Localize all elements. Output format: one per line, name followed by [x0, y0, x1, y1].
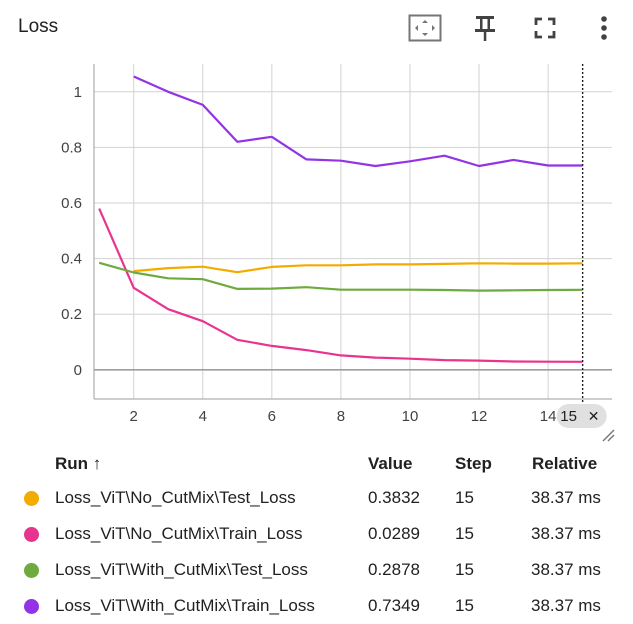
run-color-dot: [24, 563, 39, 578]
y-tick-label: 0.6: [61, 195, 82, 212]
run-name: Loss_ViT\No_CutMix\Train_Loss: [55, 524, 303, 543]
table-row[interactable]: Loss_ViT\With_CutMix\Train_Loss 0.7349 1…: [0, 588, 633, 624]
header-run[interactable]: Run ↑: [55, 454, 102, 473]
header-relative[interactable]: Relative: [532, 454, 598, 473]
more-options-button[interactable]: [586, 10, 622, 46]
resize-handle-icon[interactable]: [601, 428, 615, 442]
x-tick-label: 8: [337, 408, 345, 425]
series-line: [98, 261, 583, 292]
run-value: 0.0289: [368, 524, 420, 543]
y-tick-label: 1: [74, 84, 82, 101]
run-step: 15: [455, 524, 474, 543]
fullscreen-icon: [534, 17, 556, 39]
run-color-dot: [24, 527, 39, 542]
x-tick-label: 14: [540, 408, 557, 425]
run-relative: 38.37 ms: [531, 488, 601, 507]
y-tick-label: 0.2: [61, 306, 82, 323]
x-tick-label: 4: [199, 408, 207, 425]
run-value: 0.3832: [368, 488, 420, 507]
run-name: Loss_ViT\With_CutMix\Test_Loss: [55, 560, 308, 579]
run-step: 15: [455, 560, 474, 579]
x-tick-label: 10: [402, 408, 419, 425]
y-tick-label: 0: [74, 362, 82, 379]
panel-title: Loss: [18, 16, 59, 37]
run-relative: 38.37 ms: [531, 560, 601, 579]
hover-step-chip: [556, 404, 607, 428]
fit-domain-icon: [408, 14, 442, 42]
y-tick-label: 0.8: [61, 139, 82, 156]
y-tick-label: 0.4: [61, 251, 82, 268]
x-tick-label: 6: [268, 408, 276, 425]
run-name: Loss_ViT\With_CutMix\Train_Loss: [55, 596, 315, 615]
series-line: [98, 208, 583, 363]
table-row[interactable]: Loss_ViT\No_CutMix\Train_Loss 0.0289 15 …: [0, 516, 633, 552]
run-value: 0.2878: [368, 560, 420, 579]
hover-step-label: 15: [560, 408, 577, 425]
fullscreen-button[interactable]: [527, 10, 563, 46]
run-step: 15: [455, 488, 474, 507]
header-value[interactable]: Value: [368, 454, 413, 473]
x-tick-label: 2: [130, 408, 138, 425]
pin-button[interactable]: [467, 10, 503, 46]
close-icon[interactable]: ✕: [588, 409, 600, 425]
fit-domain-button[interactable]: [407, 10, 443, 46]
run-relative: 38.37 ms: [531, 596, 601, 615]
run-color-dot: [24, 599, 39, 614]
run-step: 15: [455, 596, 474, 615]
table-row[interactable]: Loss_ViT\With_CutMix\Test_Loss 0.2878 15…: [0, 552, 633, 588]
run-name: Loss_ViT\No_CutMix\Test_Loss: [55, 488, 296, 507]
loss-chart[interactable]: 00.20.40.60.812 4 6 8 10 12 14 15 ✕: [0, 56, 633, 436]
pin-icon: [475, 16, 495, 41]
header-step[interactable]: Step: [455, 454, 492, 473]
series-line: [133, 262, 583, 274]
series-line: [133, 75, 583, 168]
table-row[interactable]: Loss_ViT\No_CutMix\Test_Loss 0.3832 15 3…: [0, 480, 633, 516]
run-value: 0.7349: [368, 596, 420, 615]
more-vert-icon: [601, 16, 607, 40]
run-relative: 38.37 ms: [531, 524, 601, 543]
run-color-dot: [24, 491, 39, 506]
x-tick-label: 12: [471, 408, 488, 425]
